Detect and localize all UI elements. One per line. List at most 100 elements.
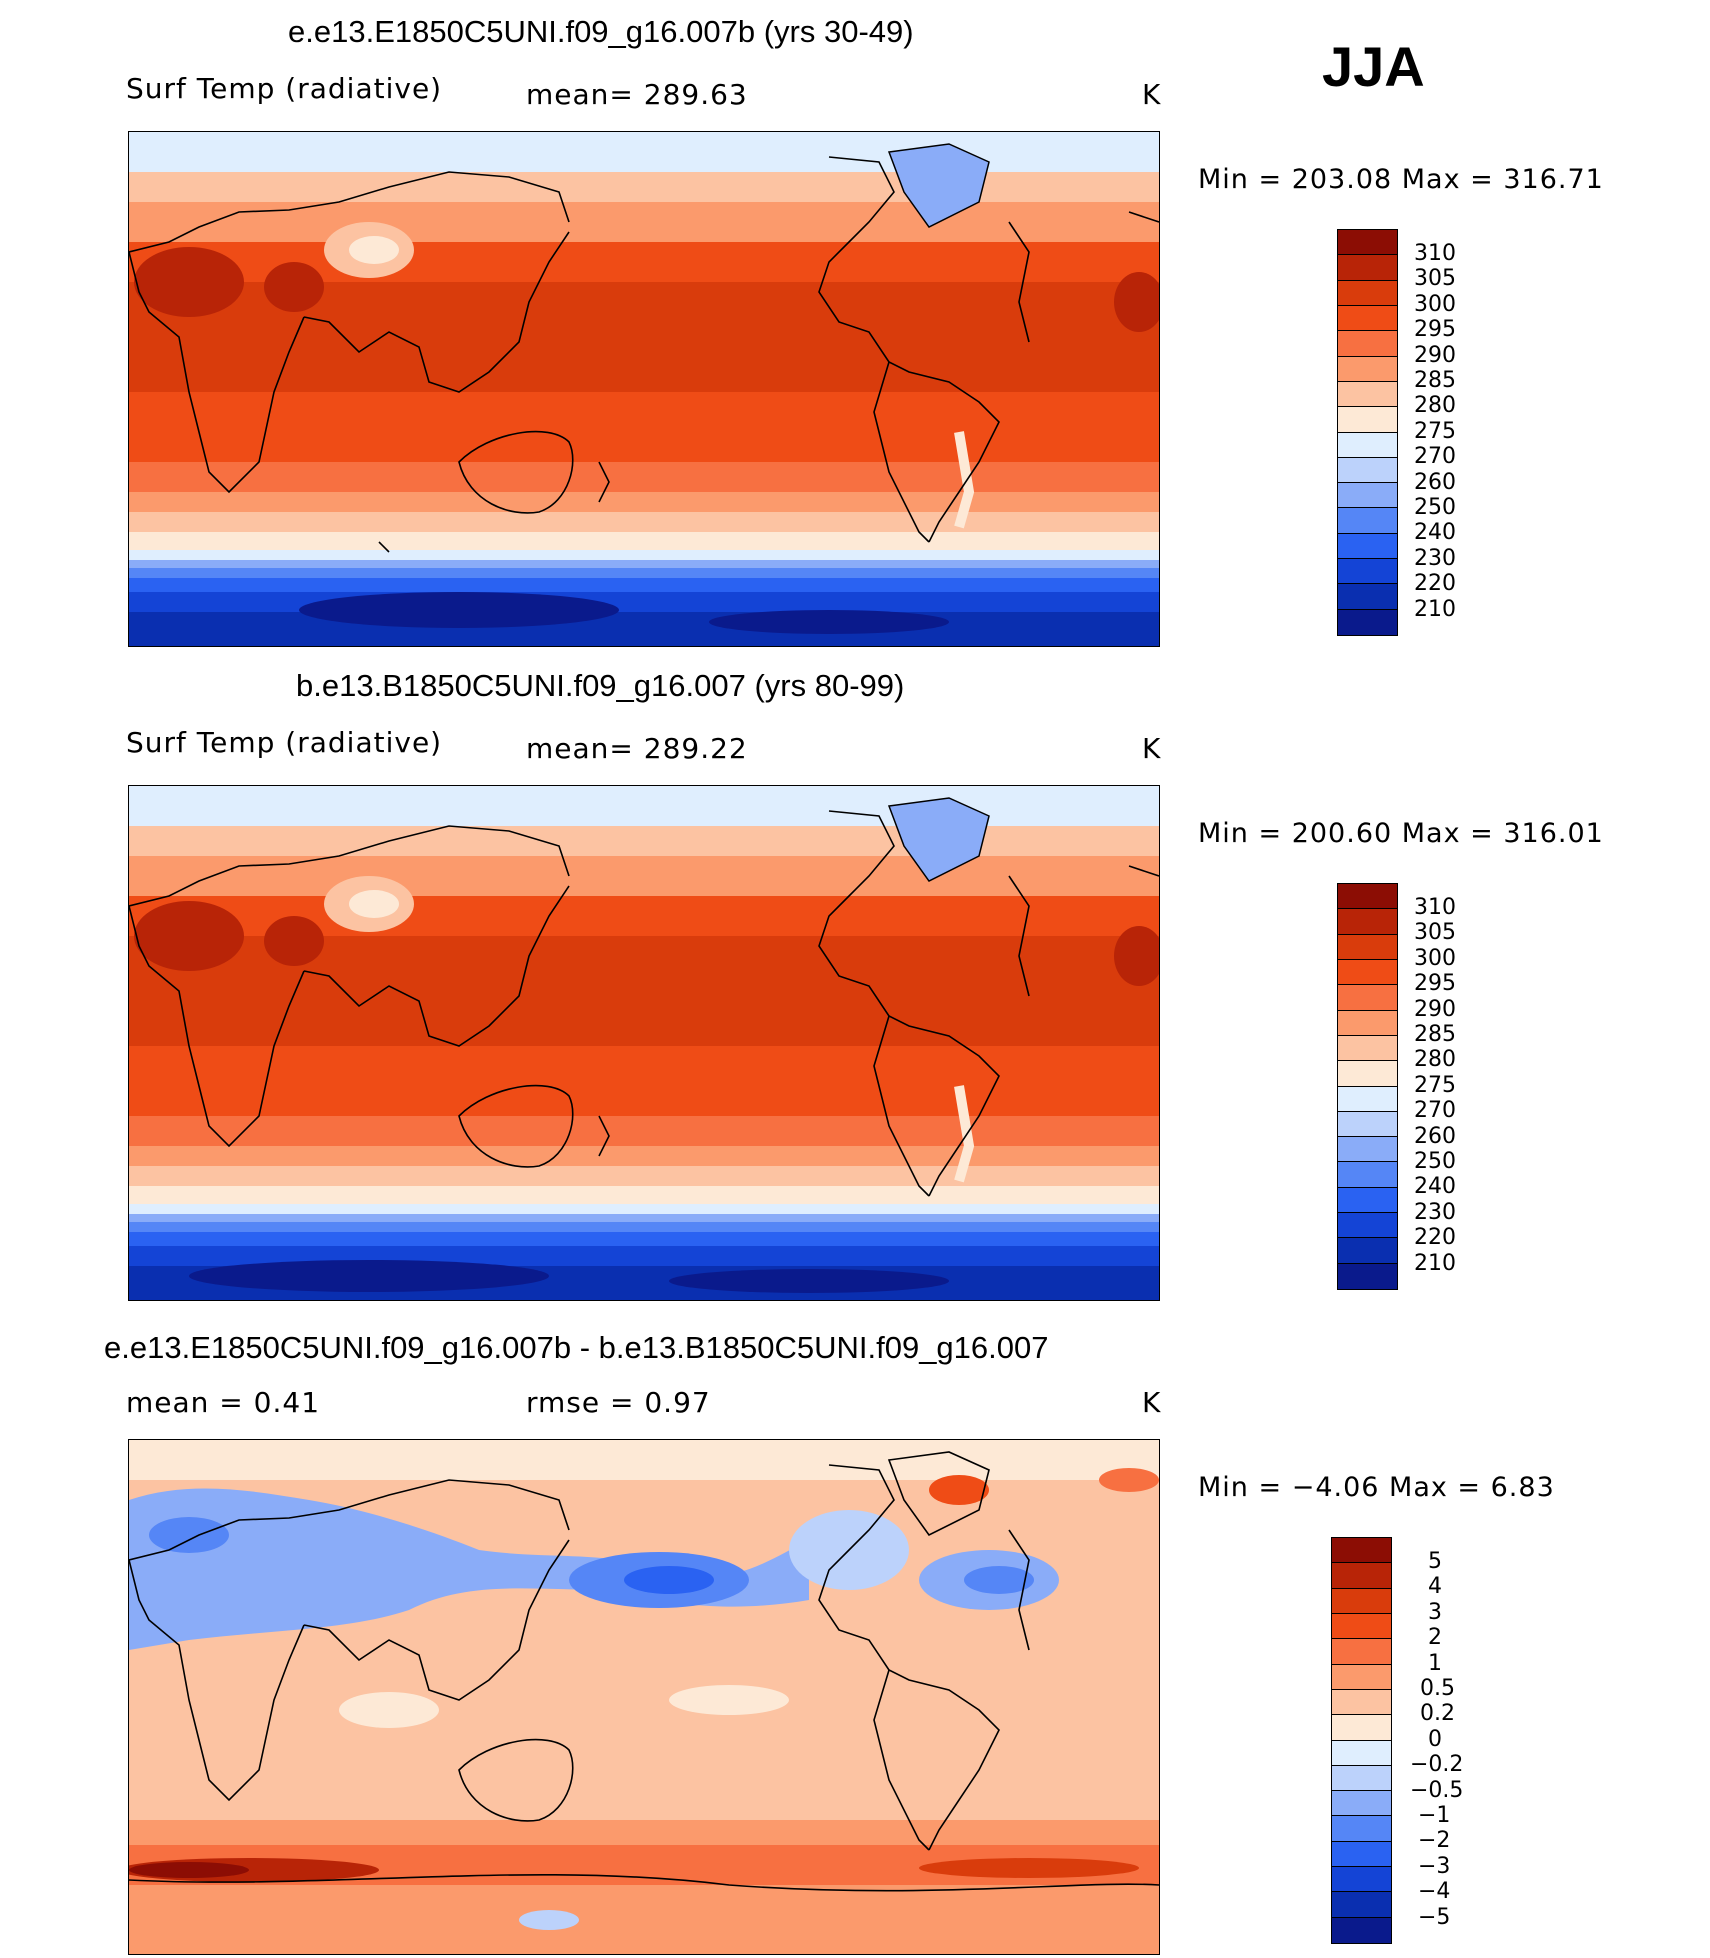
panel-3-cb-label: 0 [1428,1726,1442,1752]
panel-2-minmax: Min = 200.60 Max = 316.01 [1198,818,1604,849]
panel-2-colorbar-swatch [1338,1162,1397,1188]
panel-3-cb-label: −0.5 [1410,1777,1464,1803]
panel-1-units-label: K [1142,78,1162,111]
panel-2-colorbar-swatch [1338,1263,1397,1289]
panel-3-cb-label: 0.5 [1420,1676,1455,1701]
panel-3-colorbar-swatch [1332,1563,1391,1589]
panel-1-cb-label: 285 [1414,368,1456,393]
panel-1-cb-label: 290 [1414,342,1456,368]
panel-1-colorbar-swatch [1338,407,1397,433]
panel-3-colorbar-swatch [1332,1639,1391,1665]
panel-3-colorbar-swatch [1332,1664,1391,1690]
panel-3-colorbar-swatch [1332,1841,1391,1868]
panel-1-colorbar-swatch [1338,457,1397,484]
panel-2-colorbar [1337,883,1398,1290]
panel-2-cb-label: 220 [1414,1225,1456,1251]
panel-3-colorbar-swatch [1332,1816,1391,1842]
panel-2-cb-label: 240 [1414,1174,1456,1200]
panel-1-cb-label: 240 [1414,520,1456,546]
panel-2-units-label: K [1142,732,1162,765]
panel-1-cb-label: 210 [1414,596,1456,622]
panel-3-map [128,1439,1160,1955]
panel-3-map-graphic [129,1440,1159,1954]
panel-2-map-graphic [129,786,1159,1300]
panel-1-colorbar-swatch [1338,230,1397,256]
panel-2-mean-label: mean= 289.22 [526,732,748,765]
panel-2-cb-label: 260 [1414,1123,1456,1149]
panel-2-cb-label: 305 [1414,920,1456,946]
panel-2-colorbar-swatch [1338,1238,1397,1264]
panel-1-variable-label: Surf Temp (radiative) [126,72,443,105]
panel-3-colorbar-swatch [1332,1765,1391,1792]
panel-1-colorbar-swatch [1338,508,1397,534]
panel-2-colorbar-swatch [1338,1137,1397,1163]
panel-2-colorbar-swatch [1338,985,1397,1011]
panel-2-colorbar-swatch [1338,959,1397,986]
panel-1-cb-label: 310 [1414,241,1456,266]
panel-3-cb-label: −4 [1418,1879,1451,1905]
panel-3-colorbar-swatch [1332,1917,1391,1943]
panel-1-colorbar-swatch [1338,331,1397,357]
panel-1-cb-label: 270 [1414,444,1456,470]
panel-1-colorbar-swatch [1338,609,1397,635]
panel-1-title: e.e13.E1850C5UNI.f09_g16.007b (yrs 30-49… [288,14,914,49]
panel-2-colorbar-swatch [1338,1035,1397,1062]
panel-2-colorbar-swatch [1338,1111,1397,1138]
panel-2-colorbar-swatch [1338,1010,1397,1036]
panel-3-colorbar-swatch [1332,1791,1391,1817]
panel-1-colorbar [1337,229,1398,636]
panel-1-cb-label: 250 [1414,495,1456,520]
panel-1-colorbar-swatch [1338,255,1397,281]
panel-2-colorbar-swatch [1338,1187,1397,1214]
panel-2-colorbar-swatch [1338,1061,1397,1087]
panel-3-cb-label: 4 [1428,1574,1442,1600]
panel-2-cb-label: 270 [1414,1098,1456,1124]
panel-1-colorbar-swatch [1338,432,1397,458]
panel-2-cb-label: 310 [1414,895,1456,920]
panel-3-minmax: Min = −4.06 Max = 6.83 [1198,1472,1555,1503]
panel-1-minmax: Min = 203.08 Max = 316.71 [1198,164,1604,195]
panel-3-cb-label: 5 [1428,1549,1442,1574]
panel-1-cb-label: 280 [1414,393,1456,419]
panel-2-cb-label: 285 [1414,1022,1456,1047]
panel-2-colorbar-swatch [1338,909,1397,935]
panel-2-colorbar-swatch [1338,884,1397,910]
panel-3-cb-label: 1 [1428,1650,1442,1676]
panel-1-cb-label: 305 [1414,266,1456,292]
panel-2-cb-label: 210 [1414,1250,1456,1276]
panel-3-colorbar-swatch [1332,1613,1391,1640]
panel-1-mean-label: mean= 289.63 [526,78,748,111]
panel-1-cb-label: 230 [1414,545,1456,571]
panel-3-colorbar-swatch [1332,1892,1391,1918]
panel-3-cb-label: 3 [1428,1599,1442,1625]
panel-2-cb-label: 250 [1414,1149,1456,1174]
panel-3-cb-label: −1 [1418,1803,1451,1828]
panel-1-colorbar-swatch [1338,381,1397,408]
panel-1-colorbar-swatch [1338,280,1397,306]
panel-2-variable-label: Surf Temp (radiative) [126,726,443,759]
panel-3-units-label: K [1142,1386,1162,1419]
panel-3-title: e.e13.E1850C5UNI.f09_g16.007b - b.e13.B1… [104,1330,1049,1365]
panel-3-cb-label: −0.2 [1410,1752,1464,1778]
panel-1-colorbar-swatch [1338,483,1397,509]
panel-3-colorbar-swatch [1332,1588,1391,1614]
panel-3-cb-label: −5 [1418,1904,1451,1930]
panel-2-cb-label: 280 [1414,1047,1456,1073]
panel-2-cb-label: 230 [1414,1199,1456,1225]
panel-2-colorbar-swatch [1338,1086,1397,1112]
panel-3-colorbar-swatch [1332,1740,1391,1766]
panel-1-cb-label: 295 [1414,317,1456,343]
panel-3-rmse-label: rmse = 0.97 [526,1386,711,1419]
panel-2-cb-label: 290 [1414,996,1456,1022]
season-label: JJA [1322,35,1425,98]
panel-1-colorbar-swatch [1338,356,1397,382]
panel-1-cb-label: 260 [1414,469,1456,495]
panel-2-title: b.e13.B1850C5UNI.f09_g16.007 (yrs 80-99) [296,668,905,703]
panel-1-colorbar-swatch [1338,305,1397,332]
panel-3-colorbar [1331,1537,1392,1944]
panel-2-cb-label: 295 [1414,971,1456,997]
panel-3-mean-label: mean = 0.41 [126,1386,321,1419]
panel-3-colorbar-swatch [1332,1689,1391,1716]
panel-2-cb-label: 275 [1414,1072,1456,1098]
panel-2-colorbar-swatch [1338,1213,1397,1239]
